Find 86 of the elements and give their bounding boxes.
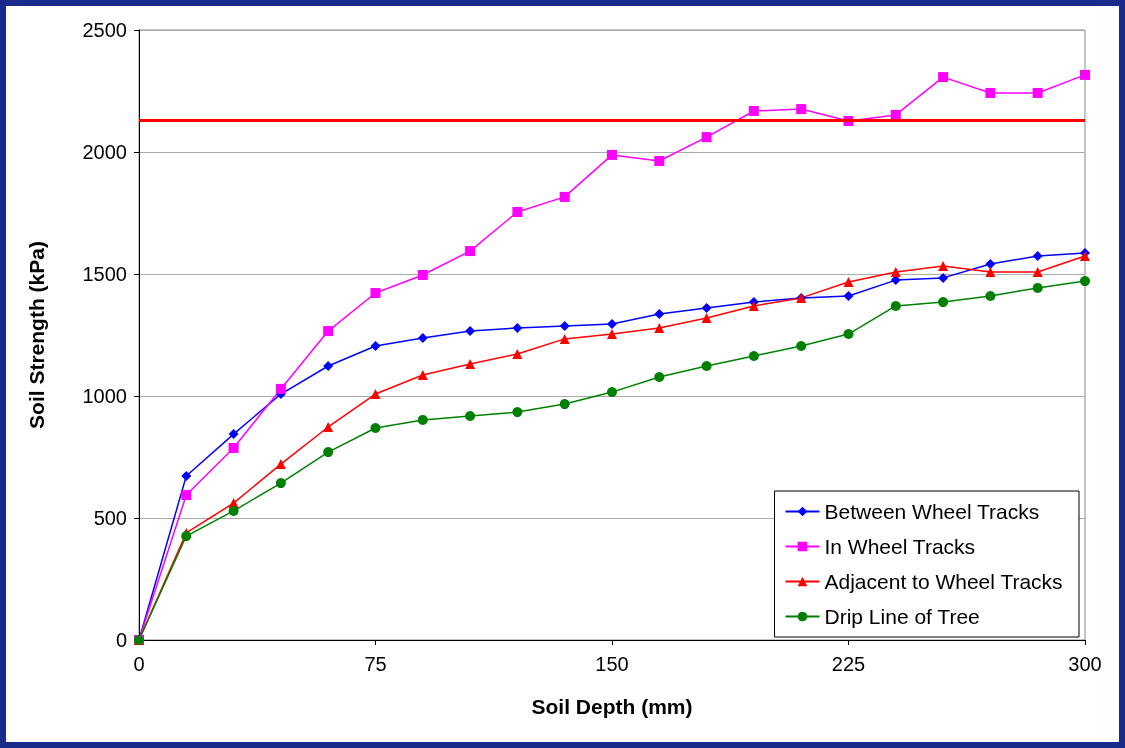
point	[985, 290, 996, 301]
point	[417, 414, 428, 425]
point	[417, 269, 428, 280]
point	[890, 109, 901, 120]
y-tick-label: 1000	[82, 385, 127, 407]
point	[985, 267, 996, 278]
y-tick-label: 500	[93, 507, 127, 529]
point	[228, 429, 239, 440]
point	[701, 302, 712, 313]
point	[654, 309, 665, 320]
y-tick-label: 2500	[82, 19, 127, 41]
point	[890, 300, 901, 311]
point	[1032, 267, 1043, 278]
point	[559, 191, 570, 202]
point	[607, 149, 617, 160]
point	[843, 290, 854, 301]
x-axis-title: Soil Depth (mm)	[531, 695, 693, 718]
point	[323, 360, 334, 371]
y-tick-label: 0	[115, 629, 127, 651]
point	[228, 442, 239, 453]
legend-label: Drip Line of Tree	[824, 605, 980, 628]
x-tick-label: 75	[364, 653, 387, 675]
point	[1080, 69, 1090, 80]
point	[843, 329, 854, 340]
point	[748, 106, 759, 117]
point	[275, 383, 286, 394]
point	[417, 332, 428, 343]
point	[181, 531, 192, 542]
point	[938, 72, 949, 83]
point	[985, 259, 996, 269]
point	[796, 104, 807, 115]
point	[228, 505, 239, 516]
point	[890, 267, 901, 278]
point	[843, 277, 854, 288]
point	[654, 371, 665, 382]
point	[748, 350, 759, 361]
point	[370, 422, 381, 433]
point	[323, 326, 334, 337]
point	[938, 297, 949, 308]
legend-label: In Wheel Tracks	[824, 535, 976, 558]
point	[181, 490, 192, 501]
point	[701, 312, 712, 323]
point	[654, 322, 665, 333]
point	[181, 471, 192, 482]
point	[275, 459, 286, 470]
point	[985, 87, 996, 98]
point	[654, 156, 665, 167]
point	[323, 421, 334, 432]
point	[512, 349, 523, 360]
point	[1032, 87, 1043, 98]
x-tick-label: 0	[133, 653, 145, 675]
point	[512, 207, 523, 218]
point	[607, 387, 617, 398]
legend-label: Adjacent to Wheel Tracks	[824, 570, 1063, 593]
point	[512, 322, 523, 333]
x-tick-label: 300	[1068, 653, 1102, 675]
point	[465, 246, 476, 257]
point	[370, 340, 381, 351]
point	[465, 326, 476, 337]
y-tick-label: 2000	[82, 141, 127, 163]
point	[938, 272, 949, 283]
point	[465, 359, 476, 370]
point	[701, 132, 712, 143]
y-tick-label: 1500	[82, 263, 127, 285]
point	[559, 320, 570, 331]
point	[607, 319, 617, 330]
point	[323, 447, 334, 458]
point	[1032, 282, 1043, 293]
point	[370, 288, 381, 299]
point	[559, 399, 570, 410]
point	[559, 333, 570, 344]
point	[701, 360, 712, 371]
legend-label: Between Wheel Tracks	[824, 500, 1040, 523]
point	[275, 478, 286, 489]
point	[465, 411, 476, 422]
point	[1080, 276, 1090, 287]
point	[938, 260, 949, 271]
point	[1032, 250, 1043, 261]
point	[796, 340, 807, 351]
point	[417, 370, 428, 381]
point	[512, 407, 523, 418]
x-tick-label: 150	[595, 653, 629, 675]
x-tick-label: 225	[831, 653, 866, 675]
y-axis-title: Soil Strength (kPa)	[25, 241, 48, 429]
point	[370, 389, 381, 400]
point	[607, 329, 617, 340]
